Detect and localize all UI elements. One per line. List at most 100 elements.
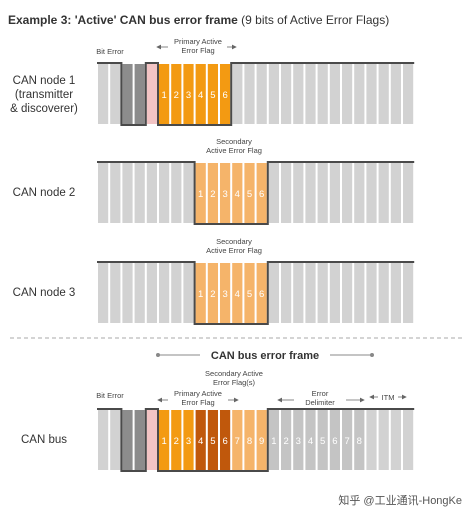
node3-bit-cell (232, 263, 243, 323)
bus-heading: CAN bus error frame (211, 350, 319, 362)
node3-signal-line (97, 261, 415, 325)
node3-label: CAN node 3 (13, 287, 76, 299)
node3-bit-cell (293, 263, 304, 323)
node2-bit-number: 3 (222, 189, 227, 200)
node2-bit-cell (317, 163, 328, 223)
node1-bit-cell (305, 64, 316, 124)
bus-bit-number: 2 (283, 436, 288, 447)
bus-bit-number: 6 (222, 436, 227, 447)
bus-bit-number: 5 (320, 436, 325, 447)
node1-bit-cell (378, 64, 389, 124)
bus-bit-cell (293, 410, 304, 470)
bus-bit-number: 7 (235, 436, 240, 447)
node2-bit-cell (281, 163, 292, 223)
bus-bit-cell (98, 410, 109, 470)
node2-bit-cell (390, 163, 401, 223)
bus-bit-cell (268, 410, 279, 470)
bus-heading-dot-left (156, 353, 160, 357)
node2-bit-cell (305, 163, 316, 223)
node3-bit-number: 6 (259, 289, 264, 300)
bus-bit-cell (378, 410, 389, 470)
node1-bit-number: 5 (210, 90, 215, 101)
node1-bit-number: 3 (186, 90, 191, 101)
node2-flag-label-line1: Secondary (216, 137, 252, 146)
node1-bit-cell (171, 64, 182, 124)
node3-bit-cell (354, 263, 365, 323)
bus-bit-cell (207, 410, 218, 470)
node1-bit-cell (207, 64, 218, 124)
node2-bit-number: 1 (198, 189, 203, 200)
node1-bit-cell (183, 64, 194, 124)
bus-primary-label-line1: Primary Active (174, 389, 222, 398)
node3-bit-cell (403, 263, 414, 323)
node2-bit-cell (378, 163, 389, 223)
node3-bit-cell (134, 263, 145, 323)
bus-bit-number: 4 (308, 436, 313, 447)
node1-bit-cell (110, 64, 121, 124)
bus-bit-cell (390, 410, 401, 470)
row-can-node-2: CAN node 2 Secondary Active Error Flag 1… (13, 137, 415, 225)
node1-bit-error-label: Bit Error (96, 47, 124, 56)
bus-bit-number: 3 (186, 436, 191, 447)
node3-bit-cell (183, 263, 194, 323)
node3-bit-number: 2 (210, 289, 215, 300)
node2-bit-cell (195, 163, 206, 223)
node1-bit-cell (195, 64, 206, 124)
bus-bit-number: 9 (259, 436, 264, 447)
node1-bit-cell (159, 64, 170, 124)
node2-bit-cell (159, 163, 170, 223)
node3-bit-cell (159, 263, 170, 323)
node2-bit-cell (122, 163, 133, 223)
node1-label-line3: & discoverer) (10, 103, 78, 115)
node2-bit-cell (244, 163, 255, 223)
bus-bit-cell (342, 410, 353, 470)
node3-flag-label-line2: Active Error Flag (206, 246, 262, 255)
diagram-title-bold: Example 3: 'Active' CAN bus error frame (8, 13, 238, 27)
node3-bit-cell (378, 263, 389, 323)
node1-bit-number: 2 (174, 90, 179, 101)
node1-signal-line (97, 62, 415, 126)
node2-bit-cell (293, 163, 304, 223)
bus-bit-cell (183, 410, 194, 470)
node3-bit-number: 3 (222, 289, 227, 300)
bus-delimiter-label-line2: Delimiter (305, 398, 335, 407)
bus-secondary-label-line1: Secondary Active (205, 369, 263, 378)
diagram-title-note: (9 bits of Active Error Flags) (241, 13, 390, 27)
bus-bit-cell (329, 410, 340, 470)
node3-bit-cell (390, 263, 401, 323)
bus-bit-number: 6 (332, 436, 337, 447)
watermark: 知乎 @工业通讯-HongKe (338, 493, 462, 507)
node2-bit-cell (98, 163, 109, 223)
node1-flag-label-line1: Primary Active (174, 37, 222, 46)
node2-bit-cell (207, 163, 218, 223)
node3-bit-cell (110, 263, 121, 323)
node1-label-line2: (transmitter (15, 89, 73, 101)
node1-flag-label-line2: Error Flag (181, 46, 214, 55)
node1-bit-cell (134, 64, 145, 124)
node2-bit-cell (342, 163, 353, 223)
node2-bit-cell (354, 163, 365, 223)
row-can-node-3: CAN node 3 Secondary Active Error Flag 1… (13, 237, 415, 325)
node3-bit-cell (244, 263, 255, 323)
row-can-node-1: CAN node 1 (transmitter & discoverer) Bi… (10, 37, 415, 126)
node2-bit-cell (256, 163, 267, 223)
node1-bit-number: 1 (161, 90, 166, 101)
node3-bit-cell (329, 263, 340, 323)
bus-bit-cell (305, 410, 316, 470)
node2-bit-cell (146, 163, 157, 223)
node2-signal-line (97, 161, 415, 225)
bus-bit-cell (366, 410, 377, 470)
bus-delimiter-label-line1: Error (312, 389, 329, 398)
node1-bit-cell (281, 64, 292, 124)
node1-bit-cell (244, 64, 255, 124)
bus-bit-cell (171, 410, 182, 470)
bus-bit-number: 7 (344, 436, 349, 447)
bus-bit-number: 2 (174, 436, 179, 447)
node3-bit-number: 4 (235, 289, 240, 300)
bus-bit-number: 5 (210, 436, 215, 447)
bus-bit-cell (354, 410, 365, 470)
bus-bit-cell (281, 410, 292, 470)
bus-bit-cell (122, 410, 133, 470)
